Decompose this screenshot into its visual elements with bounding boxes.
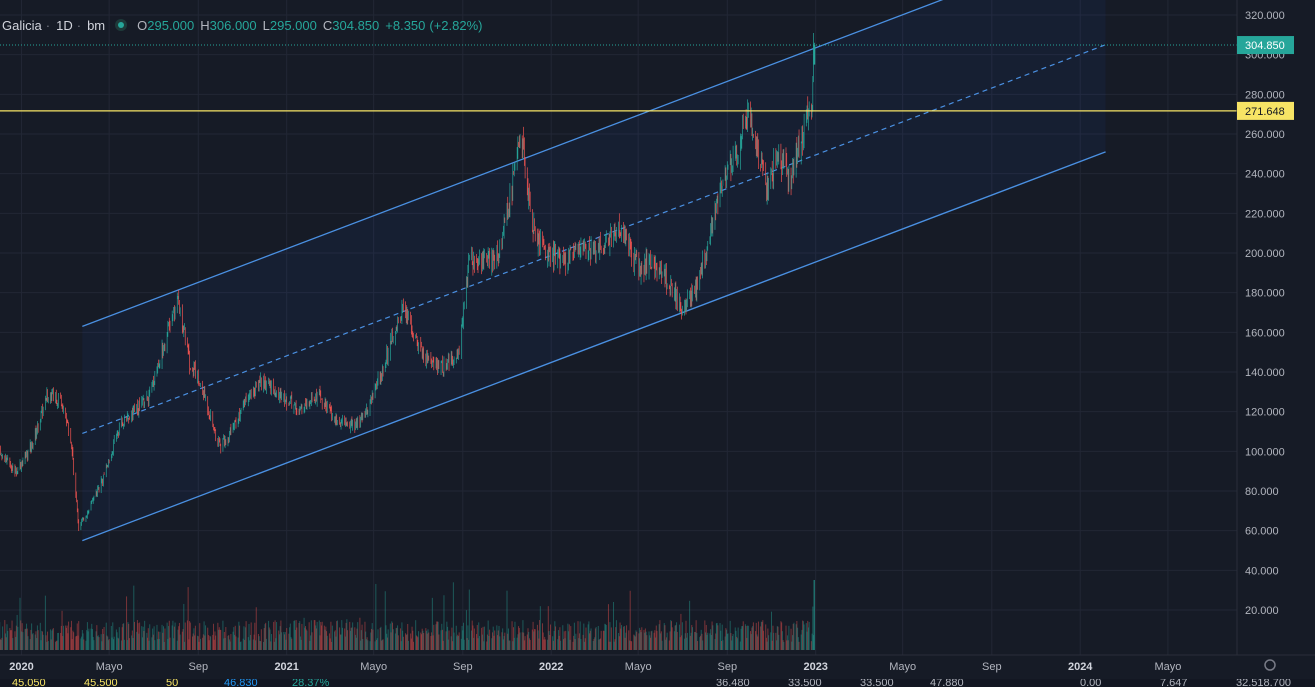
y-tick-label: 120.000 — [1245, 407, 1285, 419]
close-value: 304.850 — [332, 17, 380, 33]
y-tick-label: 280.000 — [1245, 89, 1285, 101]
y-tick-label: 20.000 — [1245, 605, 1279, 617]
y-tick-label: 160.000 — [1245, 327, 1285, 339]
y-tick-label: 80.000 — [1245, 486, 1279, 498]
exchange-label: bm — [87, 17, 106, 33]
bottom-stat: 28.37% — [292, 679, 330, 687]
x-tick-label: 2022 — [539, 661, 563, 673]
bottom-stat: 33.500 — [788, 679, 822, 687]
settings-gear-icon[interactable] — [1264, 659, 1276, 671]
open-label: O — [137, 17, 148, 33]
x-tick-label: Mayo — [96, 661, 123, 673]
y-tick-label: 200.000 — [1245, 248, 1285, 260]
x-tick-label: Mayo — [360, 661, 387, 673]
last-candle-body — [813, 45, 816, 65]
y-tick-label: 320.000 — [1245, 10, 1285, 22]
level-price-label: 271.648 — [1245, 106, 1285, 118]
last-price-tag — [1237, 36, 1294, 55]
x-tick-label: Mayo — [1154, 661, 1181, 673]
x-tick-label: Sep — [718, 661, 738, 673]
x-tick-label: 2021 — [274, 661, 298, 673]
low-label: L — [262, 17, 270, 33]
y-tick-label: 100.000 — [1245, 446, 1285, 458]
x-tick-label: Sep — [982, 661, 1002, 673]
channel-lower-line — [82, 151, 1106, 542]
x-tick-label: 2023 — [803, 661, 827, 673]
close-label: C — [322, 17, 333, 33]
open-value: 295.000 — [147, 17, 195, 33]
symbol-name[interactable]: Galicia — [2, 17, 42, 33]
bottom-stat: 47.880 — [930, 679, 964, 687]
x-tick-label: 2024 — [1068, 661, 1093, 673]
bottom-stat: 33.500 — [860, 679, 894, 687]
x-tick-label: Sep — [188, 661, 208, 673]
bottom-stat: 7.647 — [1160, 679, 1188, 687]
bottom-stat: 36.480 — [716, 679, 750, 687]
level-price-tag — [1237, 101, 1294, 120]
high-label: H — [200, 17, 210, 33]
x-tick-label: Sep — [453, 661, 473, 673]
last-price-label: 304.850 — [1245, 40, 1285, 52]
high-value: 306.000 — [209, 17, 257, 33]
low-value: 295.000 — [269, 17, 317, 33]
y-tick-label: 140.000 — [1245, 367, 1285, 379]
y-tick-label: 180.000 — [1245, 288, 1285, 300]
x-tick-label: Mayo — [625, 661, 652, 673]
x-tick-label: Mayo — [889, 661, 916, 673]
bottom-stats-strip: 45.050 45.500 50 46.830 28.37% 36.480 33… — [0, 679, 1315, 687]
change-percent: (+2.82%) — [429, 17, 483, 33]
ohlc-header: Galicia · 1D · bm O 295.000 H 306.000 L 295… — [2, 17, 483, 33]
y-tick-label: 260.000 — [1245, 129, 1285, 141]
interval-label[interactable]: 1D — [56, 17, 73, 33]
y-tick-label: 60.000 — [1245, 526, 1279, 538]
bottom-stat: 46.830 — [224, 679, 258, 687]
channel-median-line — [82, 44, 1106, 435]
change-value: +8.350 — [385, 17, 426, 33]
channel-fill — [82, 0, 1106, 541]
y-tick-label: 40.000 — [1245, 565, 1279, 577]
market-status-icon — [115, 19, 128, 31]
channel-upper-line — [82, 0, 944, 327]
bottom-stat: 45.050 — [12, 679, 46, 687]
bottom-stat: 50 — [166, 679, 179, 687]
bottom-stat: 45.500 — [84, 679, 118, 687]
y-tick-label: 220.000 — [1245, 208, 1285, 220]
bottom-stat: 0.00 — [1080, 679, 1102, 687]
x-tick-label: 2020 — [9, 661, 33, 673]
bottom-stat: 32.518.700 — [1236, 679, 1292, 687]
y-tick-label: 240.000 — [1245, 169, 1285, 181]
